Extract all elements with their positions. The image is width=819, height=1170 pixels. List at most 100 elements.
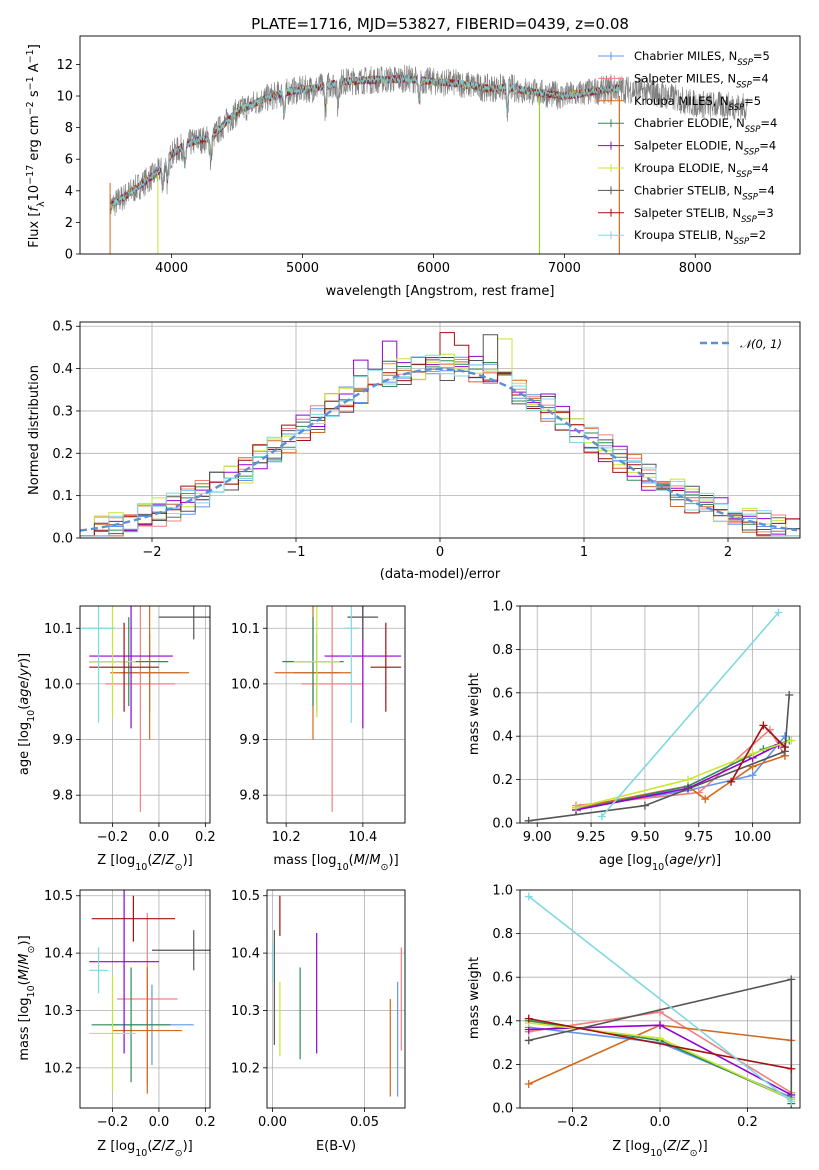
y-tick-label: 0.2 [492,1058,513,1073]
plot-area [274,606,402,812]
y-tick-label: 9.8 [52,789,73,804]
series-line-salpeter-stelib [730,724,786,783]
series-marker-chabrier-stelib [787,975,796,984]
x-tick-label: 9.25 [577,830,606,845]
series-marker-chabrier-miles [780,732,789,741]
series-marker-salpeter-elodie [656,1021,664,1030]
axes-frame [266,605,406,824]
y-tick-label: 0.0 [52,532,73,547]
y-tick-label: 9.8 [239,789,260,804]
series-marker-kroupa-stelib [597,812,606,821]
series-marker-kroupa-stelib [774,608,783,617]
series-line-kroupa-elodie [575,739,792,809]
x-tick-label: 9.50 [630,830,659,845]
x-axis-label: wavelength [Angstrom, rest frame] [326,284,555,299]
series-marker-chabrier-stelib [524,1036,533,1045]
series-line-chabrier-stelib [528,694,790,822]
x-tick-label: 5000 [286,261,319,276]
legend-entry-1: Salpeter MILES, NSSP=4 [634,71,769,90]
series-marker-salpeter-stelib [524,1014,533,1023]
series-marker-salpeter-stelib [759,721,768,730]
y-tick-label: 10.3 [231,1004,260,1019]
y-axis-label: mass weight [467,957,482,1039]
x-tick-label: 2 [724,545,732,560]
normal-curve [80,367,798,532]
series-marker-salpeter-stelib [780,743,789,752]
y-tick-label: 10.5 [231,889,260,904]
x-tick-label: −0.2 [97,1115,129,1130]
y-tick-label: 0.2 [492,773,513,788]
series-marker-kroupa-miles [701,795,710,804]
x-axis-label: E(B-V) [316,1139,356,1154]
y-axis-label: mass [log10(M/M⊙)] [17,935,37,1060]
x-tick-label: 10.2 [272,830,301,845]
series-marker-salpeter-stelib [727,777,736,786]
plot-area [80,332,800,538]
y-tick-label: 0.5 [52,320,73,335]
series-marker-kroupa-stelib [787,1097,796,1106]
x-axis-label: age [log10(age/yr)] [599,853,721,873]
y-tick-label: 0.4 [492,1014,513,1029]
x-tick-label: 0.2 [195,1115,216,1130]
x-axis-label: Z [log10(Z/Z⊙)] [612,1139,707,1159]
y-tick-label: 10.3 [44,1004,73,1019]
panel-residual-histogram: −2 −1 0 1 2 0.0 0.1 0.2 0.3 0.4 0.5 [52,320,801,560]
series-marker-kroupa-elodie [787,736,796,745]
x-tick-label: 0.0 [149,1115,170,1130]
y-tick-label: 0.6 [492,971,513,986]
model-line-kroupa-stelib [109,74,620,211]
panel-mass-vs-metallicity: −0.2 0.0 0.2 10.2 10.3 10.4 10.5 [44,889,216,1130]
x-axis-label: mass [log10(M/M⊙)] [273,853,398,873]
x-tick-label: −0.2 [97,830,129,845]
y-tick-label: 9.9 [52,733,73,748]
x-tick-label: 0.2 [737,1115,758,1130]
x-tick-label: 10.4 [348,830,377,845]
x-tick-label: −2 [142,545,161,560]
plot-area [109,64,748,254]
x-tick-label: 0.05 [350,1115,379,1130]
y-tick-label: 10.1 [44,622,73,637]
y-tick-label: 0.8 [492,643,513,658]
legend-entry-0: Chabrier MILES, NSSP=5 [634,49,770,68]
x-tick-label: 9.00 [523,830,552,845]
panel-mass-weight-vs-metallicity: −0.2 0.0 0.2 0.0 0.2 0.4 0.6 0.8 1.0 [492,884,801,1130]
series-line-kroupa-stelib [528,895,792,1103]
x-tick-label: 0 [436,545,444,560]
y-tick-label: 0.6 [492,686,513,701]
y-tick-label: 1.0 [492,884,513,899]
y-tick-label: 9.9 [239,733,260,748]
legend-entry-5: Kroupa ELODIE, NSSP=4 [634,161,769,180]
plot-area [524,608,796,823]
y-tick-label: 0.4 [52,362,73,377]
series-marker-kroupa-elodie [572,803,580,812]
y-tick-label: 10.0 [231,677,260,692]
x-tick-label: 7000 [548,261,581,276]
axes-frame [79,35,801,255]
x-tick-label: 0.0 [650,1115,671,1130]
x-axis-label: Z [log10(Z/Z⊙)] [97,1139,192,1159]
legend-entry-8: Kroupa STELIB, NSSP=2 [634,228,766,247]
plot-area [271,895,402,1097]
panel-mass-vs-ebv: 0.00 0.05 10.2 10.3 10.4 10.5 [231,889,406,1130]
y-tick-label: 10.4 [231,947,260,962]
series-line-chabrier-miles [580,735,786,809]
series-line-kroupa-stelib [601,611,780,818]
y-tick-label: 2 [65,216,73,231]
series-line-salpeter-stelib [528,1017,792,1070]
series-marker-chabrier-stelib [640,801,649,810]
x-tick-label: 10.00 [734,830,771,845]
y-axis-label: mass weight [467,673,482,755]
y-tick-label: 10.4 [44,947,73,962]
axes-frame [519,605,801,824]
x-tick-label: 1 [580,545,588,560]
series-line-salpeter-elodie [575,744,779,811]
x-tick-label: 9.75 [684,830,713,845]
x-axis-label: (data-model)/error [380,567,501,582]
y-tick-label: 10.2 [44,1061,73,1076]
x-tick-label: −0.2 [557,1115,589,1130]
series-marker-kroupa-elodie [748,749,757,758]
y-tick-label: 0.0 [492,1102,513,1117]
x-tick-label: 8000 [679,261,712,276]
panel-age-vs-mass: 10.2 10.4 9.8 9.9 10.0 10.1 [231,605,406,845]
y-tick-label: 8 [65,121,73,136]
